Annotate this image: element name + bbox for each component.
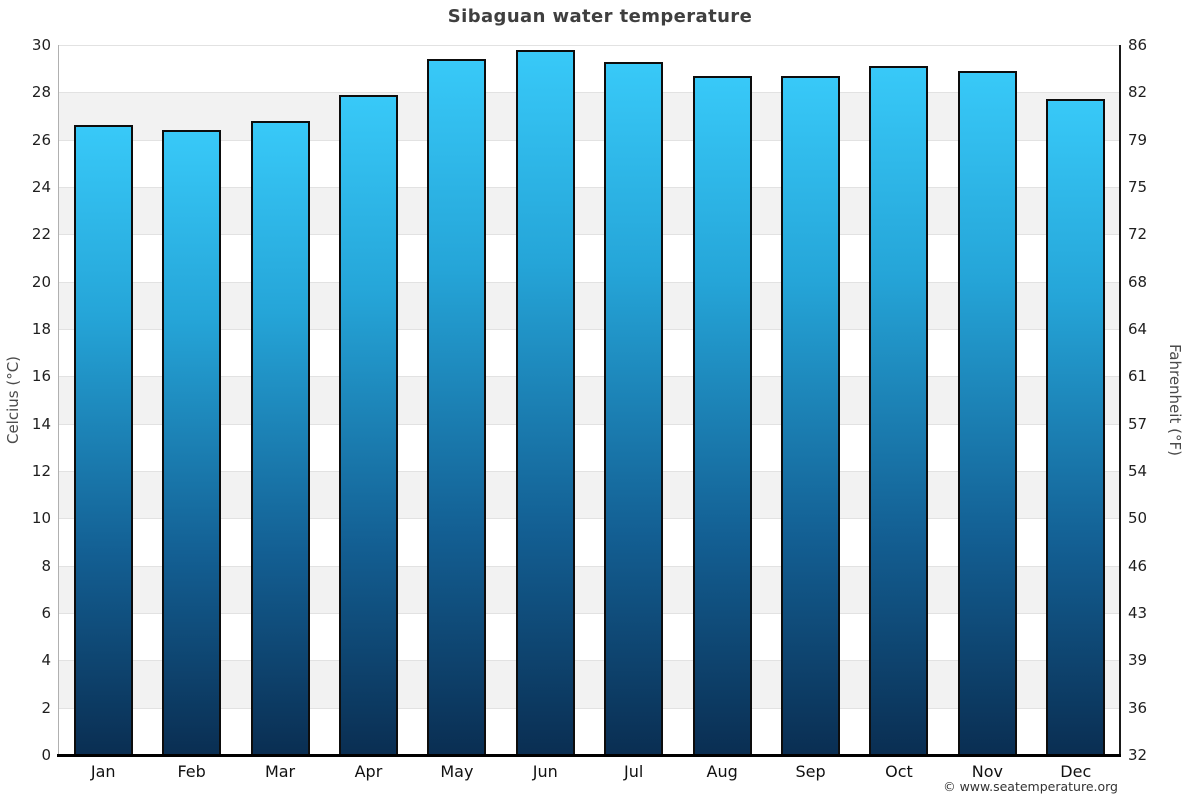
gridline-2c [59, 707, 1120, 709]
celsius-tick-8: 8 [41, 556, 51, 575]
fahrenheit-tick-36: 36 [1128, 698, 1148, 717]
gridline-14c [59, 423, 1120, 425]
celsius-tick-4: 4 [41, 651, 51, 670]
gridline-28c [59, 92, 1120, 94]
bar-nov [957, 71, 1017, 755]
celsius-tick-0: 0 [41, 746, 51, 764]
plot-band [59, 565, 1120, 613]
month-label-sep: Sep [795, 762, 826, 781]
fahrenheit-tick-82: 82 [1128, 83, 1148, 102]
celsius-tick-12: 12 [31, 462, 51, 480]
plot-band [59, 281, 1120, 329]
month-label-mar: Mar [264, 762, 296, 781]
bar-oct [869, 66, 929, 755]
celsius-tick-20: 20 [31, 272, 51, 291]
right-axis-line [1119, 45, 1121, 757]
gridline-4c [59, 660, 1120, 662]
plot-band [59, 187, 1120, 235]
bar-aug [692, 75, 752, 755]
gridline-16c [59, 376, 1120, 378]
month-label-oct: Oct [885, 762, 913, 781]
celsius-tick-30: 30 [31, 36, 51, 54]
fahrenheit-tick-68: 68 [1128, 272, 1148, 291]
gridline-10c [59, 518, 1120, 520]
month-label-may: May [440, 762, 474, 781]
celsius-tick-22: 22 [31, 225, 51, 244]
plot-band [59, 92, 1120, 140]
fahrenheit-tick-61: 61 [1128, 367, 1148, 386]
month-label-apr: Apr [354, 762, 383, 781]
celsius-axis-title: Celcius (°C) [4, 355, 22, 445]
celsius-tick-14: 14 [31, 414, 51, 433]
gridline-18c [59, 329, 1120, 330]
bottom-axis-line [57, 754, 1121, 757]
month-label-feb: Feb [177, 762, 206, 781]
gridline-12c [59, 471, 1120, 472]
bar-dec [1046, 99, 1106, 755]
month-label-nov: Nov [971, 762, 1003, 781]
gridline-30c [59, 45, 1120, 46]
gridline-22c [59, 234, 1120, 236]
fahrenheit-tick-39: 39 [1128, 651, 1148, 670]
celsius-tick-24: 24 [31, 178, 51, 196]
bar-may [427, 59, 487, 755]
fahrenheit-tick-72: 72 [1128, 225, 1148, 244]
fahrenheit-tick-79: 79 [1128, 130, 1148, 149]
bar-sep [781, 75, 841, 755]
bar-feb [162, 130, 222, 755]
gridline-24c [59, 187, 1120, 188]
fahrenheit-axis-title: Fahrenheit (°F) [1166, 344, 1184, 456]
gridline-8c [59, 565, 1120, 567]
fahrenheit-tick-75: 75 [1128, 178, 1148, 196]
plot-band [59, 471, 1120, 519]
plot-band [59, 660, 1120, 708]
fahrenheit-tick-50: 50 [1128, 509, 1148, 528]
bar-jan [73, 125, 133, 755]
fahrenheit-tick-86: 86 [1128, 36, 1148, 54]
fahrenheit-tick-32: 32 [1128, 746, 1148, 764]
fahrenheit-tick-54: 54 [1128, 462, 1148, 480]
gridline-26c [59, 139, 1120, 141]
gridline-20c [59, 281, 1120, 283]
plot-area [59, 45, 1120, 755]
fahrenheit-tick-64: 64 [1128, 320, 1148, 338]
left-axis-line [58, 45, 59, 755]
celsius-tick-16: 16 [31, 367, 51, 386]
bar-jul [604, 61, 664, 755]
chart-title: Sibaguan water temperature [447, 6, 753, 27]
month-label-aug: Aug [706, 762, 738, 781]
celsius-tick-2: 2 [41, 698, 51, 717]
month-label-jun: Jun [532, 762, 558, 781]
fahrenheit-tick-57: 57 [1128, 414, 1148, 433]
fahrenheit-tick-46: 46 [1128, 556, 1148, 575]
bar-jun [515, 49, 575, 755]
bar-mar [250, 120, 310, 755]
celsius-tick-6: 6 [41, 604, 51, 622]
plot-band [59, 376, 1120, 424]
celsius-tick-18: 18 [31, 320, 51, 338]
copyright-text: © www.seatemperature.org [943, 779, 1118, 794]
month-label-jan: Jan [90, 762, 116, 781]
bar-apr [338, 94, 398, 755]
month-label-dec: Dec [1060, 762, 1092, 781]
gridline-6c [59, 613, 1120, 614]
month-label-jul: Jul [624, 762, 644, 781]
celsius-tick-28: 28 [31, 83, 51, 102]
celsius-tick-26: 26 [31, 130, 51, 149]
fahrenheit-tick-43: 43 [1128, 604, 1148, 622]
celsius-tick-10: 10 [31, 509, 51, 528]
